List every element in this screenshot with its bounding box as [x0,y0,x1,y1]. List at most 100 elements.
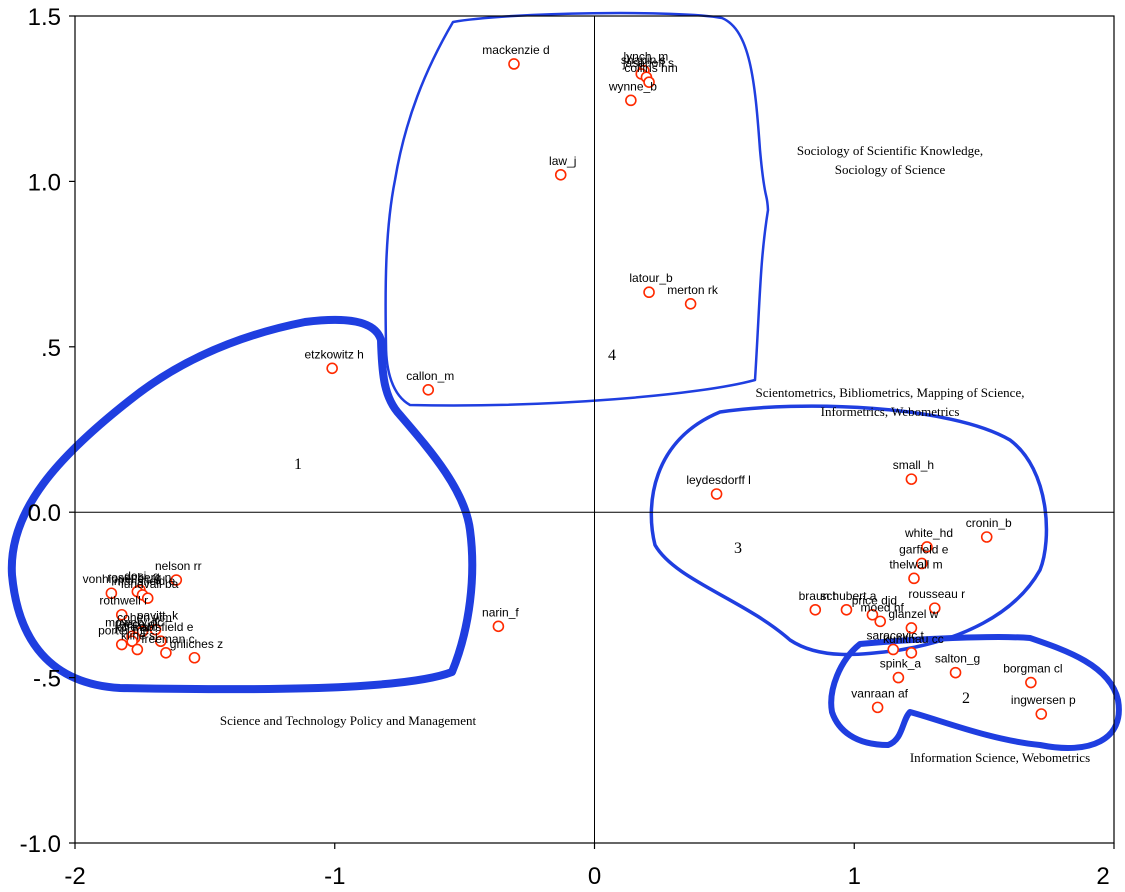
point-label: salton_g [935,652,980,666]
point-label: freeman c [141,632,194,646]
point-marker [149,623,162,636]
point-label: kuhlthau cc [883,632,944,646]
point-label: porter me [98,624,150,638]
data-point: wynne_b [608,79,657,107]
data-point: thelwall m [889,557,943,585]
point-marker [874,615,887,628]
x-tick-label: 0 [588,863,601,890]
point-label: narin_f [482,605,519,619]
data-point: vonhippel e [83,572,145,600]
data-point: saracevic t [867,628,925,656]
data-point: mackenzie d [482,43,550,70]
point-marker [892,671,905,684]
point-marker [131,643,144,656]
point-label: vonhippel e [83,572,145,586]
data-point: glanzel w [888,607,939,634]
data-point: leydesdorff l [686,473,751,500]
point-label: callon_m [406,369,454,383]
y-tick-label: 0.0 [28,500,61,527]
data-point: narin_f [482,605,519,633]
point-label: cohen wm [117,610,172,624]
point-marker [170,574,183,586]
point-marker [887,643,900,656]
point-marker [136,625,149,638]
y-tick-label: 1.0 [28,169,61,196]
data-point: griliches z [170,637,223,664]
point-label: rousseau r [908,587,965,601]
point-label: etzkowitz h [304,347,363,361]
point-marker [141,592,154,605]
x-tick-label: -2 [64,863,85,890]
cluster-4-caption-line2: Sociology of Science [835,162,946,177]
cluster-1-outline [7,315,477,694]
point-label: garfield e [899,542,949,556]
data-point: etzkowitz h [304,347,364,375]
cluster-4-number: 4 [608,347,616,364]
data-point: kuhlthau cc [883,632,944,659]
data-point: freeman c [141,632,195,659]
point-marker [1025,676,1037,689]
point-marker [871,701,884,714]
x-tick-label: 2 [1096,863,1109,890]
point-marker [921,541,933,553]
point-label: ingwersen p [1011,693,1076,707]
data-point: cohen wm [117,610,172,638]
cluster-annotations: Sociology of Scientific Knowledge, 4 1 S… [220,143,1090,765]
data-point: borgman cl [1003,662,1063,689]
point-marker [908,572,920,585]
point-label: vanraan af [851,686,908,700]
point-label: leydesdorff l [686,473,750,487]
data-point: collins hm [624,61,678,88]
point-label: glanzel w [888,607,938,621]
point-label: mackenzie d [482,43,549,57]
cluster-1-number: 1 [294,456,302,473]
point-label: kline sj [121,628,158,642]
point-marker [643,76,655,88]
data-point: porter me [98,624,150,651]
cluster-2-caption: Information Science, Webometrics [910,750,1090,765]
x-tick-label: -1 [324,863,345,890]
data-point: rothwell r [99,594,148,621]
data-point: schubert a [820,589,877,616]
data-point: nelson rr [155,559,202,586]
point-label: rothwell r [99,594,148,608]
point-label: rosenberg n [107,571,171,585]
point-label: braun t [799,589,837,603]
point-marker [684,297,697,310]
point-label: teece dj [116,617,158,631]
point-label: saracevic t [867,628,925,642]
point-marker [710,488,723,500]
cluster-4-caption-line1: Sociology of Scientific Knowledge, [797,143,983,158]
point-marker [492,620,505,633]
point-marker [905,473,918,485]
data-point: white_hd [904,526,953,553]
cluster-2-number: 2 [962,690,970,707]
point-label: collins hm [624,61,677,75]
point-marker [126,635,138,648]
point-label: moed hf [861,600,905,614]
point-marker [866,608,879,621]
point-marker [905,622,918,634]
point-label: lundvall ba [121,577,179,591]
point-marker [188,651,201,664]
cluster-3-caption: Scientometrics, Bibliometrics, Mapping o… [756,385,1025,400]
plot-axes: -2 -1 0 1 2 1.5 1.0 .5 0.0 -.5 -1.0 [20,4,1115,890]
point-marker [1035,708,1048,720]
point-label: dosi_g [124,569,159,583]
cluster-3-outline [649,404,1049,657]
data-point: law_j [549,154,576,181]
cluster-3-caption-line2: Informetrics, Webometrics [821,404,960,419]
data-point: jaffe ab [114,620,154,648]
point-label: thelwall m [889,557,942,571]
point-marker [840,603,853,616]
point-marker [115,608,128,621]
point-marker [928,602,941,614]
point-label: nelson rr [155,559,202,573]
cluster-3-number: 3 [734,540,742,557]
point-label: jaffe ab [114,620,154,634]
point-label: cronin_b [966,516,1012,530]
data-point: cronin_b [966,516,1012,543]
data-point: braun t [799,589,837,616]
point-label: mansfield e [132,620,194,634]
